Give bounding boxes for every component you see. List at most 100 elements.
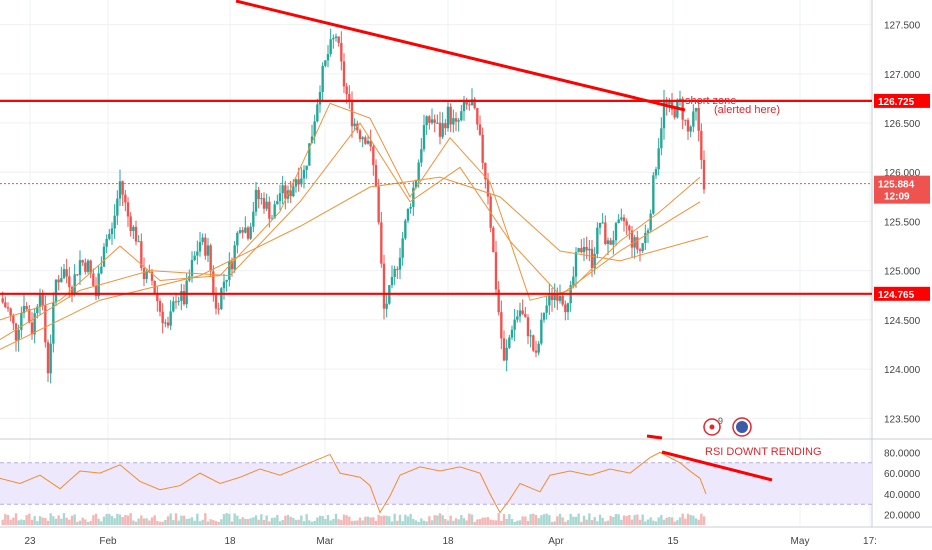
candle [697, 107, 700, 131]
candle [598, 222, 602, 228]
volume-bar [89, 521, 92, 525]
volume-bar [676, 520, 679, 525]
volume-bar [492, 520, 495, 525]
candle [364, 137, 367, 144]
volume-bar [441, 515, 444, 525]
volume-bar [606, 520, 610, 525]
volume-bar [633, 515, 636, 525]
volume-bar [270, 517, 274, 525]
candle [284, 185, 287, 199]
price-axis: 127.500 127.000 126.500 126.000 125.500 125.0… [24, 21, 920, 547]
candle [260, 198, 263, 200]
candle [601, 222, 604, 224]
candle [174, 301, 178, 303]
volume-bar [158, 521, 162, 525]
volume-bar [673, 521, 676, 525]
rsi-line [0, 451, 707, 514]
volume-bar [12, 517, 15, 525]
volume-bar [681, 513, 684, 525]
candle [342, 61, 346, 87]
price-tick-label: 126.500 [884, 119, 921, 130]
volume-bar [409, 513, 412, 525]
volume-bar [396, 520, 399, 525]
volume-bar [500, 520, 503, 525]
volume-bar [228, 513, 231, 525]
volume-bar [665, 517, 668, 525]
candle [185, 280, 188, 305]
candle [606, 240, 610, 244]
volume-bar [377, 514, 380, 525]
candle [468, 104, 471, 106]
volume-bar [182, 515, 186, 525]
volume-bar [332, 518, 335, 525]
volume-bar [417, 521, 420, 525]
volume-bar [590, 520, 594, 525]
volume-bar [510, 519, 514, 525]
price-tick-label: 127.500 [884, 21, 921, 32]
volume-bar [457, 519, 460, 525]
candle [625, 221, 628, 226]
candle [334, 36, 338, 38]
volume-bar [310, 521, 314, 525]
candle [428, 116, 431, 123]
volume-bar [425, 521, 428, 525]
volume-bar [118, 514, 122, 525]
volume-bar [214, 521, 218, 525]
volume-bar [505, 518, 508, 525]
volume-bar [116, 513, 119, 525]
candle [588, 248, 591, 251]
volume-bar [361, 520, 364, 525]
volume-bar [553, 521, 556, 525]
candle [281, 185, 284, 194]
volume-bar [281, 519, 284, 525]
volume-bar [649, 517, 652, 525]
volume-bar [14, 513, 18, 525]
candle [252, 211, 255, 227]
volume-bar [537, 518, 540, 525]
candle [516, 316, 519, 320]
candle [228, 261, 231, 280]
candle [548, 293, 551, 306]
candle [532, 335, 535, 351]
candle [502, 338, 506, 361]
volume-bar [113, 518, 116, 525]
volume-bar [132, 520, 135, 525]
candle [126, 202, 130, 217]
volume-bar [81, 517, 84, 525]
price-levels [0, 0, 872, 482]
volume-bar [145, 518, 148, 525]
volume-bar [404, 514, 407, 525]
candle [89, 260, 92, 274]
candle [382, 263, 386, 309]
candle [433, 119, 436, 123]
candle [118, 181, 122, 199]
volume-bar [604, 521, 607, 525]
volume-bar [217, 521, 220, 525]
volume-bar [580, 521, 583, 525]
candle [169, 311, 172, 326]
volume-bar [497, 513, 500, 525]
candle [60, 278, 63, 283]
candle [20, 313, 23, 330]
candle [641, 243, 644, 251]
candle [617, 219, 620, 224]
volume-bar [190, 517, 194, 525]
globe-icon[interactable] [732, 417, 752, 437]
volume-bar [300, 515, 303, 525]
alert-indicator[interactable]: 9 [703, 416, 723, 436]
volume-bar [342, 514, 346, 525]
volume-bar [529, 514, 532, 525]
time-tick-label: 17: [863, 536, 877, 547]
volume-bar [564, 521, 567, 525]
volume-bar [204, 513, 207, 525]
volume-bar [244, 518, 247, 525]
rsi-tick-label: 80.0000 [884, 448, 921, 459]
candle [398, 257, 402, 270]
volume-bar [273, 517, 276, 525]
candle [17, 329, 20, 341]
volume-bar [380, 516, 383, 525]
candle [268, 201, 271, 219]
volume-bar [126, 515, 130, 525]
candle [652, 175, 655, 214]
